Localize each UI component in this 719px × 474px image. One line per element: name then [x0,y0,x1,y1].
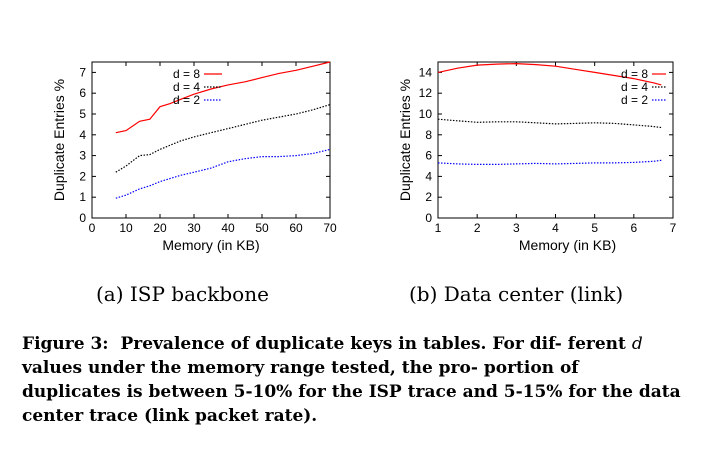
legend-label: d = 2 [173,93,200,107]
x-tick-label: 70 [323,221,337,235]
y-tick-label: 4 [425,169,432,183]
legend-label: d = 4 [621,80,648,94]
y-tick-label: 6 [79,86,86,100]
subcaption-b: (b) Data center (link) [409,282,624,306]
y-tick-label: 3 [79,149,86,163]
y-tick-label: 14 [419,65,433,79]
subcaption-a: (a) ISP backbone [96,282,269,306]
x-tick-label: 50 [255,221,269,235]
x-tick-label: 10 [119,221,133,235]
y-tick-label: 2 [425,190,432,204]
x-tick-label: 3 [513,221,520,235]
figure-caption: Figure 3: Prevalence of duplicate keys i… [22,332,682,428]
y-axis-label: Duplicate Entries % [51,79,67,201]
y-tick-label: 0 [79,211,86,225]
x-tick-label: 60 [289,221,303,235]
x-tick-label: 30 [187,221,201,235]
x-axis-label: Memory (in KB) [519,237,616,253]
legend-label: d = 4 [173,80,200,94]
y-tick-label: 1 [79,190,86,204]
x-tick-label: 1 [435,221,442,235]
x-tick-label: 5 [591,221,598,235]
caption-label: Figure 3: [22,334,109,354]
x-tick-label: 4 [552,221,559,235]
x-tick-label: 7 [670,221,677,235]
x-tick-label: 40 [221,221,235,235]
caption-text-4: portion of duplicates is between 5-10% f… [22,358,579,402]
y-tick-label: 10 [419,107,433,121]
series-line-d=2 [115,148,331,199]
series-line-d=4 [115,104,331,173]
caption-text-5: and 5-15% for the data center trace (lin… [22,382,681,426]
plot-frame [91,61,331,219]
chart-0: 0 10 20 30 40 50 60 70 0 1 2 3 4 5 6 7 Memory (in KB) Dup… [51,61,337,253]
y-tick-label: 7 [79,65,86,79]
series-line-d=8 [115,61,331,134]
series-line-d=4 [437,118,662,129]
caption-text-3: values under the memory range tested, th… [22,358,478,378]
legend-label: d = 2 [621,93,648,107]
y-tick-label: 4 [79,128,86,142]
x-tick-label: 0 [89,221,96,235]
x-tick-label: 6 [630,221,637,235]
series-line-d=2 [437,159,662,165]
legend-label: d = 8 [173,67,200,81]
y-axis-label: Duplicate Entries % [397,79,413,201]
y-tick-label: 2 [79,169,86,183]
caption-variable: d [631,334,643,354]
x-axis-label: Memory (in KB) [162,237,259,253]
series-line-d=8 [437,62,662,86]
caption-text-1: Prevalence of duplicate keys in tables. … [120,334,562,354]
x-tick-label: 2 [474,221,481,235]
y-tick-label: 8 [425,128,432,142]
y-tick-label: 0 [425,211,432,225]
caption-text-2: ferent [567,334,626,354]
y-tick-label: 12 [419,86,433,100]
legend-label: d = 8 [621,67,648,81]
y-tick-label: 5 [79,107,86,121]
y-tick-label: 6 [425,149,432,163]
x-tick-label: 20 [153,221,167,235]
